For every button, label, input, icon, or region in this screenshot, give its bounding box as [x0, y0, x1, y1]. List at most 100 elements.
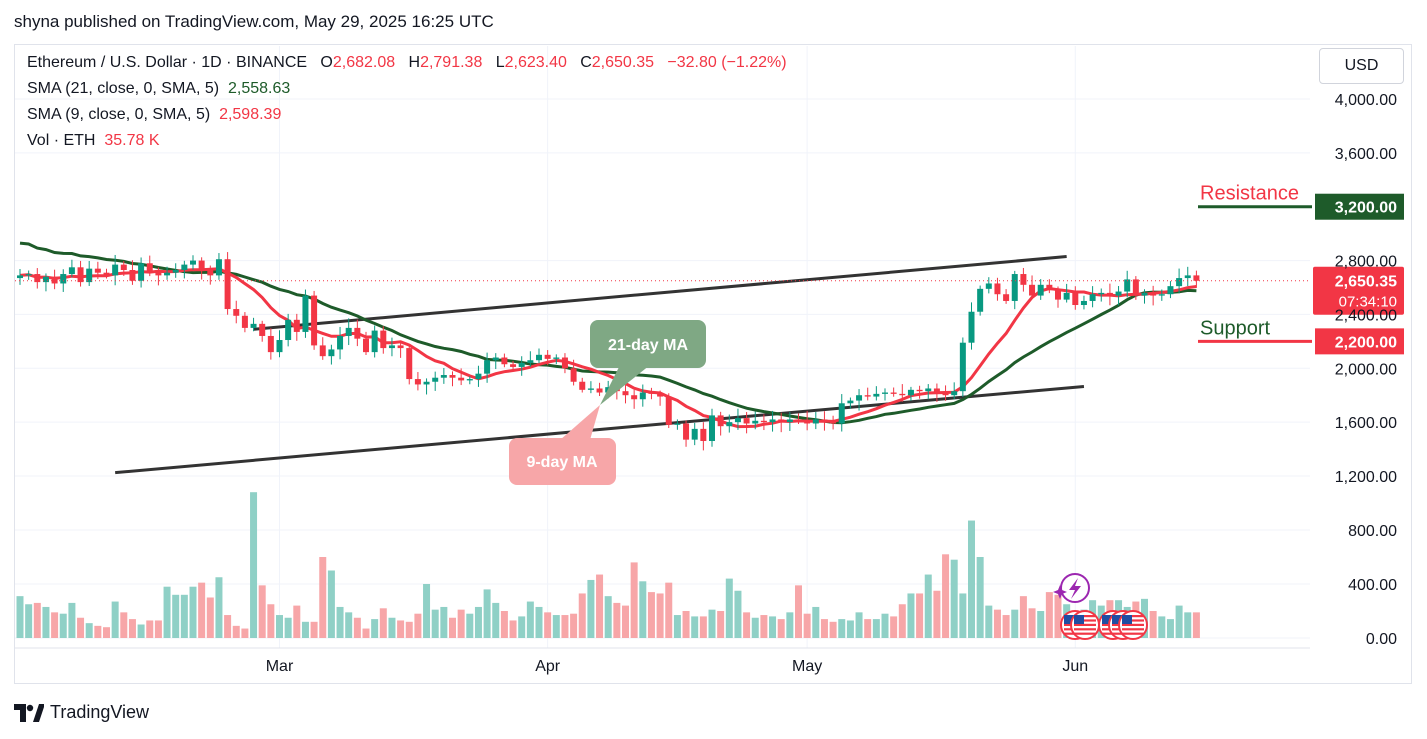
candle-body	[561, 357, 568, 369]
sma21-label: SMA (21, close, 0, SMA, 5)	[27, 80, 220, 97]
candle-body	[804, 420, 811, 424]
lightning-event-icon[interactable]	[1053, 573, 1090, 603]
candle-body	[51, 276, 58, 284]
candle-body	[345, 327, 352, 336]
volume-bar	[942, 554, 950, 638]
volume-bar	[673, 615, 681, 638]
volume-bar	[820, 619, 828, 638]
candle-body	[760, 420, 767, 423]
volume-bar	[449, 617, 456, 638]
volume-bar	[1019, 596, 1027, 638]
legend-volume-row[interactable]: Vol · ETH 35.78 K	[27, 132, 160, 150]
trendline[interactable]	[253, 255, 1067, 331]
volume-bar	[16, 596, 24, 638]
candle-body	[397, 345, 404, 349]
candle-body	[916, 389, 923, 392]
candle-body	[518, 362, 525, 367]
candle-body	[319, 345, 326, 357]
volume-bar	[872, 619, 880, 638]
volume-bar	[154, 620, 162, 638]
trendline[interactable]	[115, 384, 1085, 475]
volume-bar	[466, 613, 474, 638]
candle-body	[717, 415, 724, 427]
candle-body	[233, 309, 240, 316]
candle-body	[172, 269, 179, 273]
candle-body	[34, 274, 41, 283]
candle-body	[769, 419, 776, 423]
volume-bar	[647, 592, 655, 638]
volume-bar	[846, 620, 854, 638]
volume-bar	[699, 616, 707, 638]
candle-body	[311, 295, 318, 346]
us-flag-icon[interactable]	[1118, 610, 1148, 640]
candle-body	[146, 263, 153, 272]
volume-bar	[1166, 619, 1174, 638]
callout-9-day-ma[interactable]	[509, 438, 616, 485]
candle-body	[743, 418, 750, 424]
candle-body	[302, 295, 309, 332]
volume-bar	[561, 615, 569, 638]
candle-body	[155, 271, 162, 276]
level-value-label: 3,200.00	[1335, 200, 1397, 217]
last-price-label: 2,650.35	[1335, 274, 1397, 291]
candle-body	[94, 268, 101, 273]
volume-bar	[950, 559, 958, 638]
time-tick-label: Jun	[1062, 658, 1088, 675]
legend-sma9-row[interactable]: SMA (9, close, 0, SMA, 5) 2,598.39	[27, 106, 281, 124]
candle-body	[977, 288, 984, 312]
change-value: −32.80 (−1.22%)	[667, 54, 787, 71]
volume-bar	[353, 617, 361, 638]
volume-bar	[976, 557, 984, 638]
volume-bar	[431, 609, 439, 638]
candle-body	[1141, 292, 1148, 296]
candle-body	[164, 272, 171, 276]
legend-sma21-row[interactable]: SMA (21, close, 0, SMA, 5) 2,558.63	[27, 80, 290, 98]
candle-body	[657, 393, 664, 397]
volume-bar	[258, 585, 266, 638]
symbol-title[interactable]: Ethereum / U.S. Dollar · 1D · BINANCE	[27, 54, 308, 71]
volume-bar	[51, 612, 59, 638]
volume-bar	[345, 612, 353, 638]
candle-body	[985, 283, 992, 289]
candle-body	[553, 357, 560, 359]
price-tick-label: 1,600.00	[1335, 415, 1397, 432]
candle-body	[907, 389, 914, 396]
candle-body	[734, 418, 741, 423]
candle-body	[103, 272, 110, 276]
candle-body	[838, 403, 845, 424]
volume-bar	[276, 615, 283, 638]
us-flag-icon[interactable]	[1070, 610, 1100, 640]
volume-bar	[1045, 592, 1053, 638]
volume-bar	[163, 586, 171, 638]
volume-bar	[483, 589, 491, 638]
candle-body	[423, 381, 430, 385]
candle-body	[440, 375, 447, 378]
candle-body	[1080, 300, 1087, 306]
volume-bar	[993, 609, 1001, 638]
sma9-label: SMA (9, close, 0, SMA, 5)	[27, 106, 211, 123]
volume-bar	[578, 593, 586, 638]
level-name-resistance: Resistance	[1200, 183, 1299, 205]
volume-bar	[743, 612, 751, 638]
volume-bar	[570, 613, 578, 638]
high-value: 2,791.38	[420, 54, 483, 71]
callout-21-day-ma[interactable]	[590, 320, 706, 368]
candle-body	[1046, 284, 1053, 291]
candle-body	[544, 354, 551, 359]
candle-body	[683, 423, 690, 440]
volume-bar	[898, 604, 906, 638]
candle-body	[631, 395, 638, 400]
candle-body	[492, 357, 499, 361]
volume-bar	[379, 608, 387, 638]
callout-21-day-ma-label: 21-day MA	[608, 337, 688, 354]
volume-bar	[232, 625, 240, 638]
volume-bar	[838, 619, 846, 638]
currency-selector[interactable]: USD	[1319, 48, 1404, 84]
published-by-line: shyna published on TradingView.com, May …	[14, 12, 494, 31]
tradingview-brand[interactable]: TradingView	[14, 702, 149, 723]
volume-bar	[890, 616, 898, 638]
candle-body	[458, 377, 465, 381]
candle-body	[1132, 279, 1139, 296]
candle-body	[181, 264, 188, 270]
